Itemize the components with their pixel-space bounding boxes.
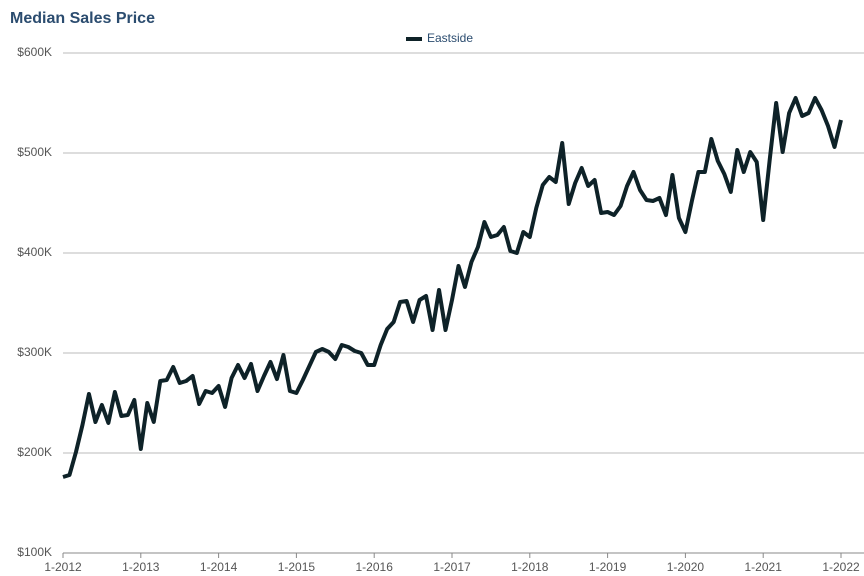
y-tick-label: $100K	[17, 545, 52, 559]
x-tick-label: 1-2012	[44, 560, 82, 574]
x-tick-label: 1-2019	[589, 560, 627, 574]
chart-title: Median Sales Price	[10, 10, 155, 27]
y-tick-label: $200K	[17, 445, 52, 459]
x-tick-label: 1-2020	[667, 560, 705, 574]
x-tick-label: 1-2021	[745, 560, 783, 574]
x-tick-label: 1-2015	[278, 560, 316, 574]
x-tick-label: 1-2022	[822, 560, 860, 574]
legend-label: Eastside	[427, 31, 473, 45]
y-tick-label: $600K	[17, 45, 52, 59]
x-tick-label: 1-2014	[200, 560, 238, 574]
y-tick-label: $500K	[17, 145, 52, 159]
x-tick-label: 1-2017	[433, 560, 471, 574]
y-tick-label: $300K	[17, 345, 52, 359]
line	[62, 96, 843, 479]
x-tick-label: 1-2016	[356, 560, 394, 574]
x-tick-label: 1-2013	[122, 560, 160, 574]
y-tick-label: $400K	[17, 245, 52, 259]
x-tick-label: 1-2018	[511, 560, 549, 574]
